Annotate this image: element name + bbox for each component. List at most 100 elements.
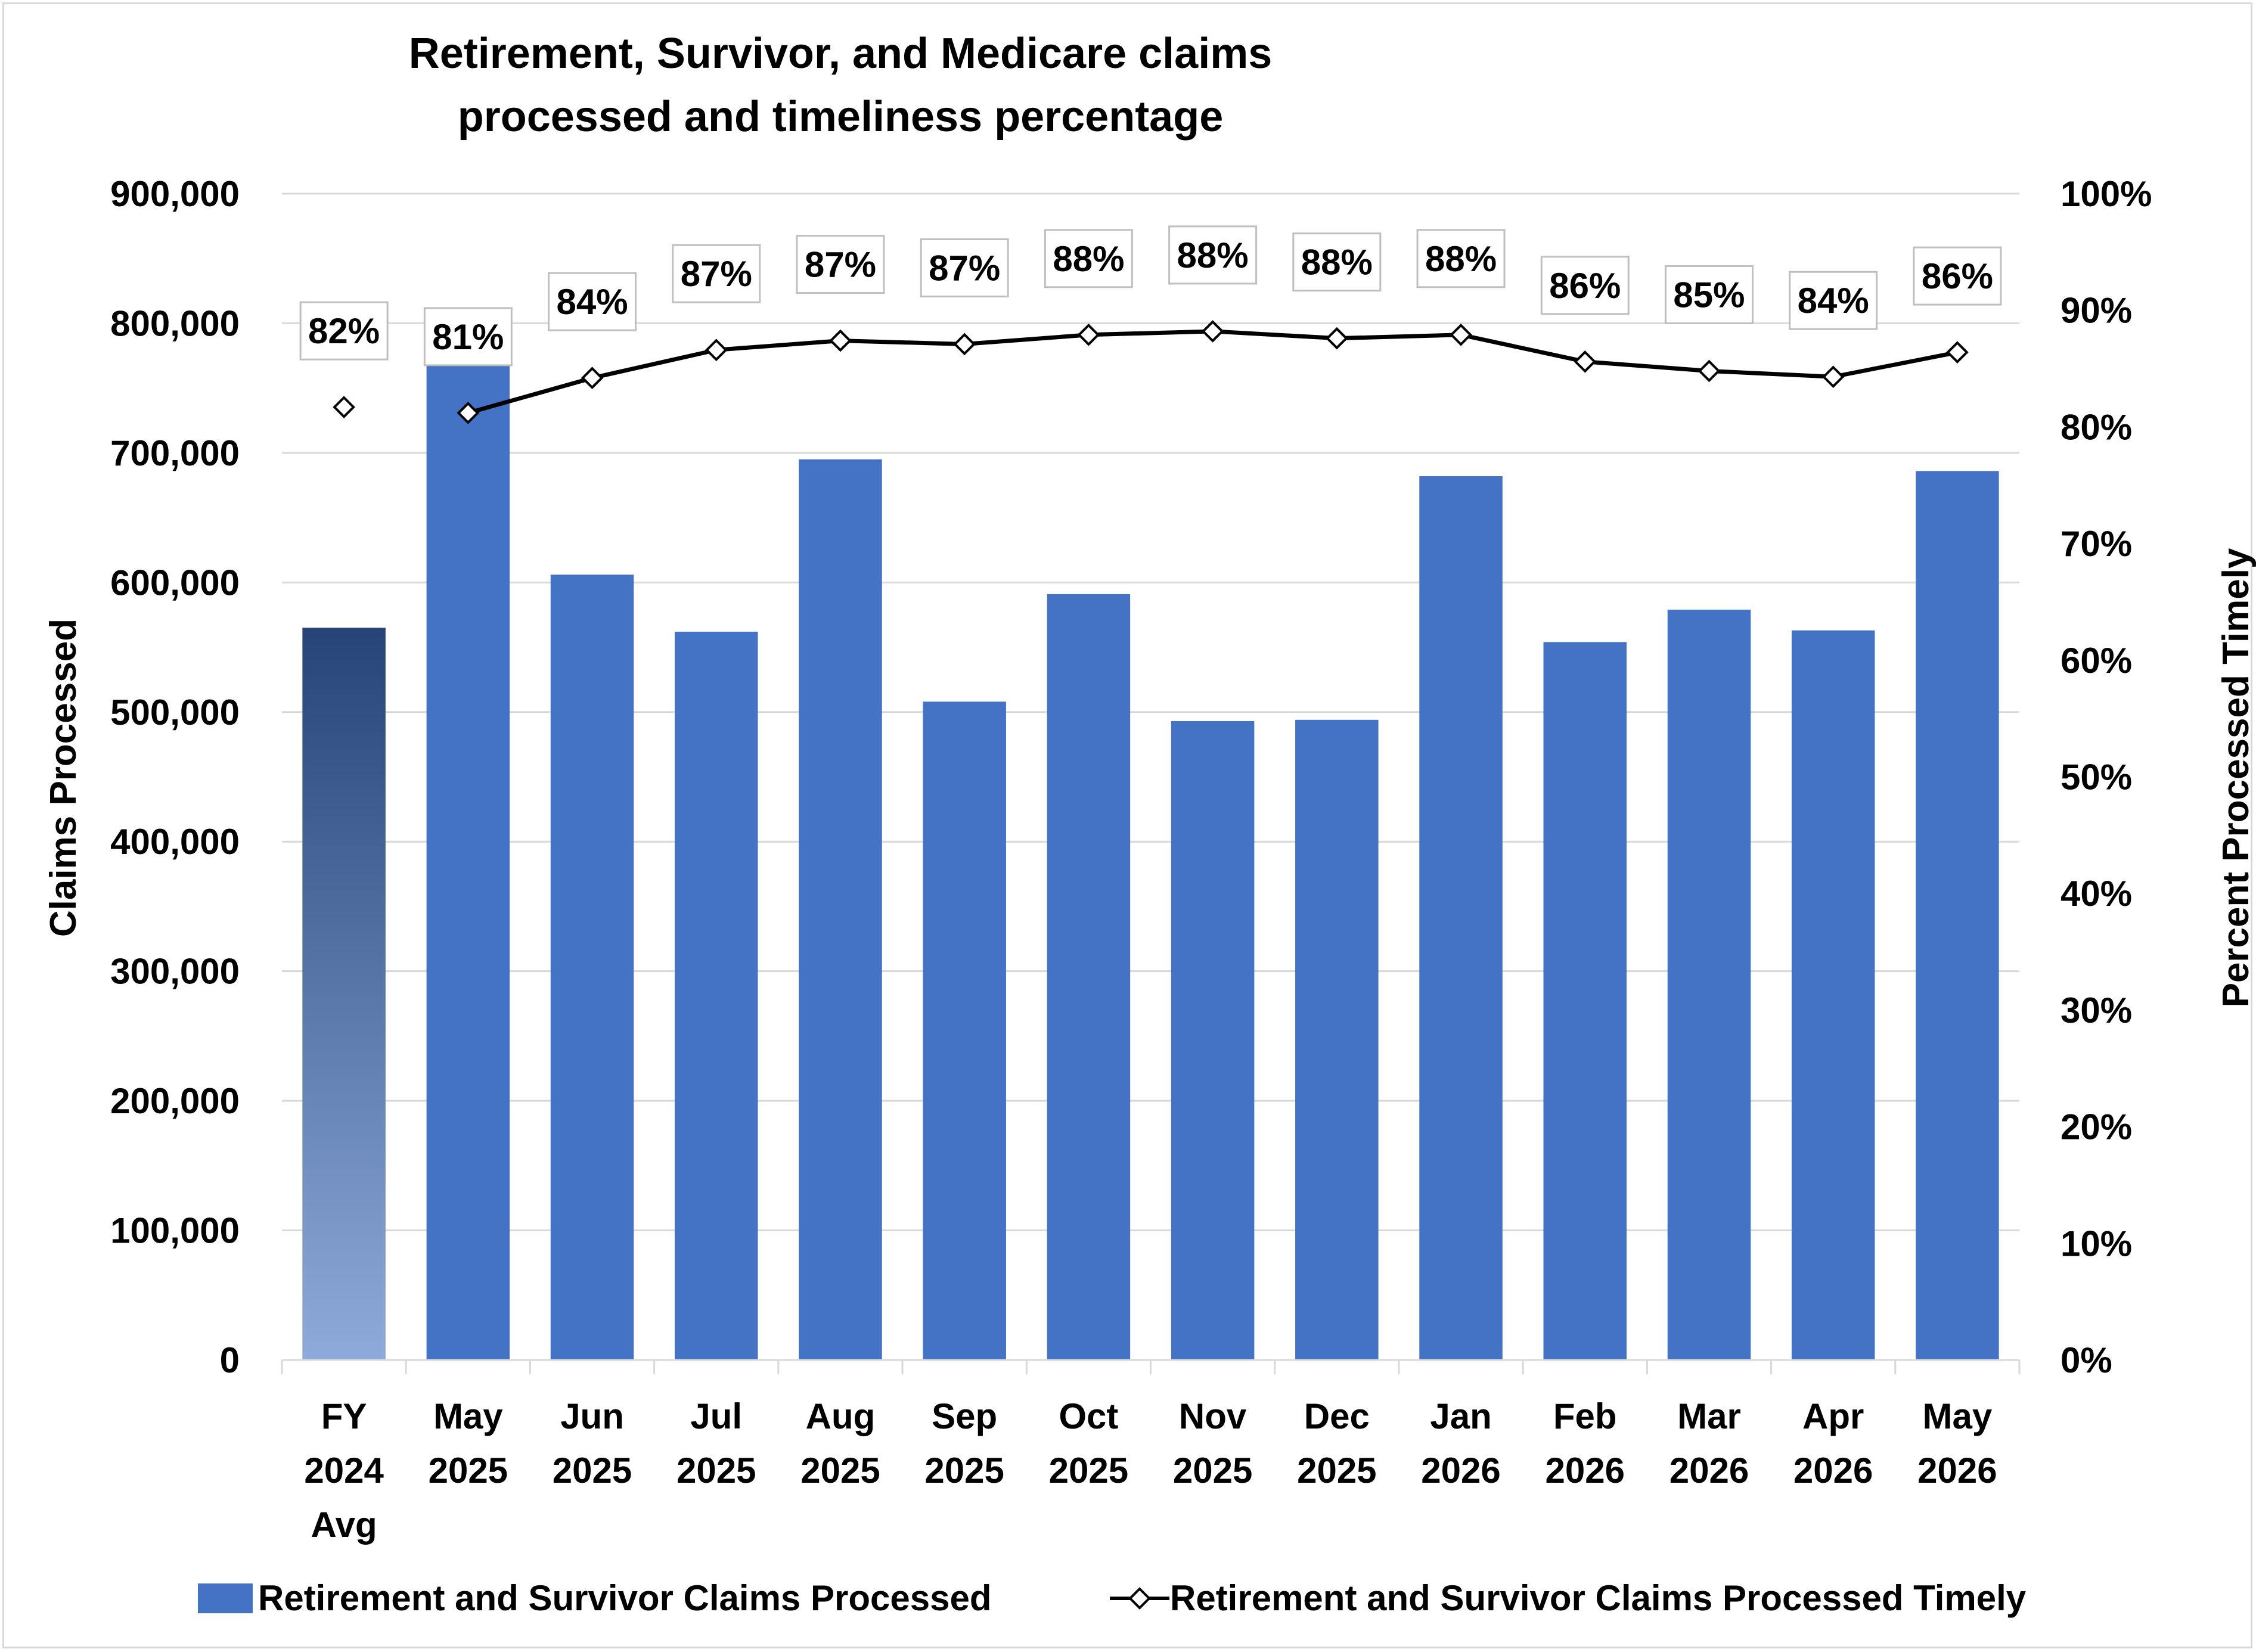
x-tick-label: FY 2024 Avg [304,1396,384,1545]
data-label-box [299,301,389,361]
data-label-box [1044,229,1133,288]
legend-swatch-bar [198,1583,253,1613]
chart-title-line-1: Retirement, Survivor, and Medicare claim… [409,30,1273,77]
line-marker [1325,327,1348,350]
x-tick-label: Jun 2025 [553,1396,632,1490]
legend-diamond-marker [1128,1587,1151,1610]
bar [302,628,386,1360]
y-tick-label: 300,000 [110,952,240,992]
bar [1419,476,1503,1361]
data-label: 82% [308,311,380,351]
data-label-box [1664,265,1754,324]
y-tick-label: 900,000 [110,174,240,214]
line-marker [1574,350,1597,373]
data-label: 87% [929,248,1000,288]
x-axis [281,1359,2021,1374]
y-tick-label: 700,000 [110,433,240,473]
line-marker [457,402,480,424]
data-label-box [1168,225,1258,285]
gridlines [282,192,2019,1232]
line-marker [1201,320,1224,343]
y-tick-label: 0 [220,1340,240,1380]
data-label-box [1789,271,1878,330]
data-label: 88% [1425,239,1497,279]
category-labels: FY 2024 Avg May 2025 Jun 2025 Jul 2025 Aug 2025 Sep… [304,1396,1997,1545]
line-marker [1698,359,1721,383]
x-tick-label: Oct 2025 [1049,1396,1128,1490]
line-marker [829,329,852,352]
line-marker [581,367,604,390]
data-label-box [672,244,761,303]
y-tick-label: 100,000 [110,1211,240,1251]
line-path [467,329,1958,415]
bar [1791,630,1875,1360]
y2-tick-label: 40% [2060,874,2132,914]
line-marker [705,339,728,362]
data-label: 87% [681,254,752,294]
line-marker [953,333,976,356]
y-tick-label: 400,000 [110,822,240,862]
y2-tick-label: 100% [2060,174,2152,214]
bar [923,701,1006,1360]
data-label: 88% [1053,239,1124,279]
legend: Retirement and Survivor Claims Processed… [198,1578,2027,1618]
line-marker [1450,323,1472,346]
chart-title-line-2: processed and timeliness percentage [458,93,1224,141]
legend-label-line: Retirement and Survivor Claims Processed… [1170,1578,2027,1618]
y-tick-label: 600,000 [110,563,240,603]
bar [426,319,510,1360]
data-label-box [1913,246,2002,306]
data-label-box [1416,229,1506,288]
y2-axis-title: Percent Processed Timely [2215,548,2256,1007]
bar [1295,719,1379,1360]
y-tick-label: 800,000 [110,303,240,343]
x-tick-label: Jan 2026 [1421,1396,1500,1490]
data-label-box [1540,256,1630,315]
x-tick-label: Aug 2025 [800,1396,880,1490]
data-label: 84% [556,282,628,322]
data-label-box [1292,232,1382,292]
data-label-box [423,307,513,367]
bar [1667,609,1751,1361]
y2-tick-label: 70% [2060,524,2132,564]
y2-tick-label: 0% [2060,1340,2112,1380]
y2-tick-label: 20% [2060,1107,2132,1147]
y-axis-title: Claims Processed [43,619,84,937]
y2-tick-label: 30% [2060,990,2132,1030]
data-label: 86% [1922,256,1993,296]
bar-series [302,319,1999,1361]
y-tick-label: 500,000 [110,693,240,732]
bar [1171,721,1255,1360]
x-tick-label: May 2026 [1917,1396,1997,1490]
data-label: 87% [805,245,876,285]
x-tick-label: Apr 2026 [1793,1396,1873,1490]
bar [1047,594,1131,1360]
line-marker [1077,323,1100,346]
x-tick-label: Jul 2025 [677,1396,756,1490]
data-label-box [548,272,637,331]
data-label-box [796,235,885,294]
x-tick-label: May 2025 [429,1396,508,1490]
line-marker [1946,341,1969,364]
line-marker [333,396,355,418]
x-tick-label: Dec 2025 [1297,1396,1376,1490]
data-label: 81% [432,317,504,357]
x-tick-label: Sep 2025 [924,1396,1004,1490]
data-label: 86% [1549,266,1621,306]
line-series [333,320,1969,424]
y2-tick-label: 90% [2060,291,2132,331]
line-marker [1821,365,1845,389]
y-tick-label: 200,000 [110,1081,240,1121]
data-label: 88% [1301,243,1373,282]
bar [799,459,882,1360]
y2-tick-label: 60% [2060,641,2132,681]
bar [550,575,634,1361]
y2-tick-label: 10% [2060,1224,2132,1263]
data-label: 84% [1798,281,1869,321]
x-tick-label: Feb 2026 [1546,1396,1625,1490]
y2-tick-label: 80% [2060,407,2132,447]
data-label-box [920,238,1009,297]
bar [674,631,758,1360]
chart-title: Retirement, Survivor, and Medicare claim… [409,30,1273,141]
